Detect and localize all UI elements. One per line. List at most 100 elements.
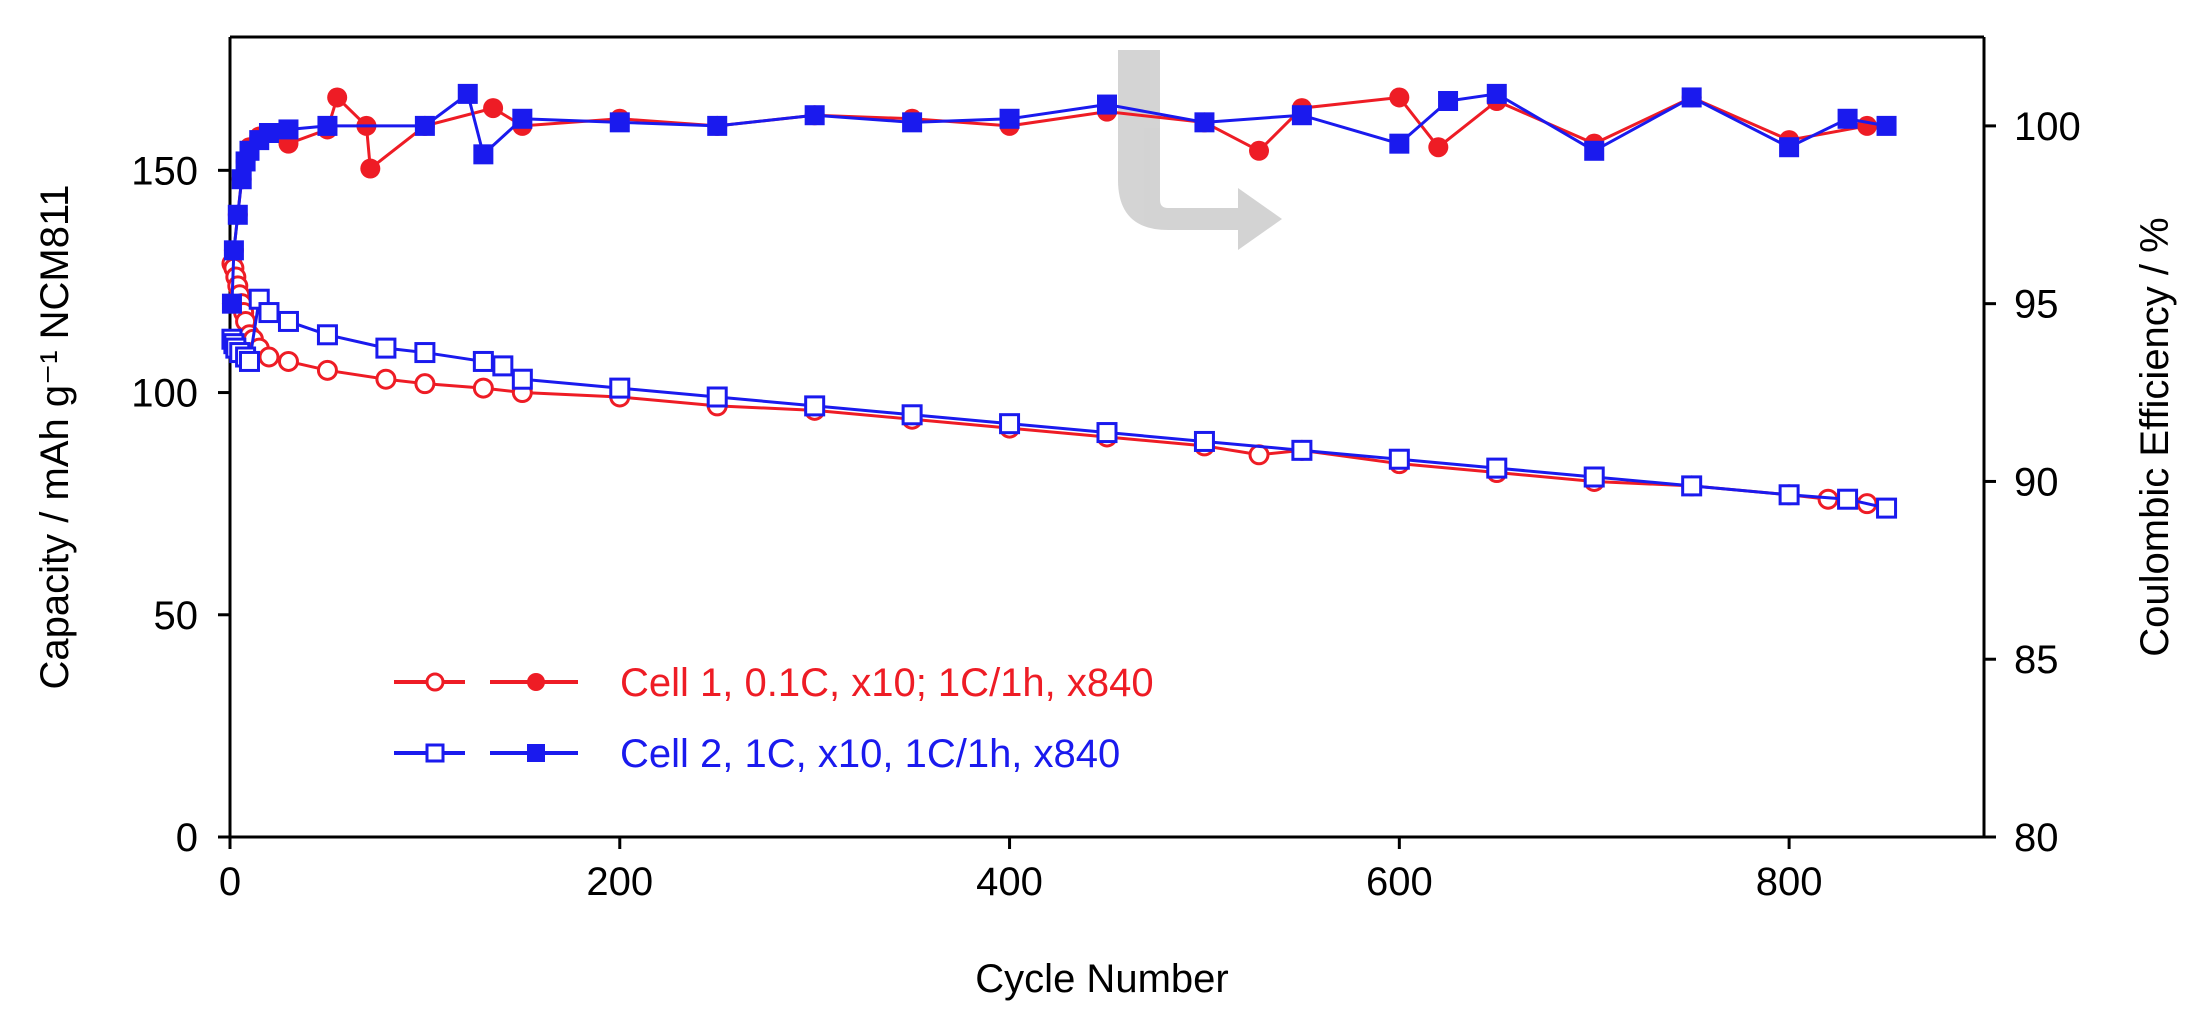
legend-label-cell-2: Cell 2, 1C, x10, 1C/1h, x840 [620, 732, 1120, 776]
legend-label-cell-1: Cell 1, 0.1C, x10; 1C/1h, x840 [620, 661, 1154, 705]
arrow-head [1238, 188, 1282, 250]
x-tick-label: 0 [219, 860, 241, 904]
capacity-point [472, 377, 494, 399]
efficiency-point [1584, 140, 1605, 161]
y-right-tick-label: 95 [2014, 283, 2059, 327]
efficiency-point [483, 98, 504, 119]
capacity-point [258, 346, 280, 368]
arrow-shaft [1118, 50, 1240, 230]
ticks-layer: 0 200 400 600 800 0 50 100 150 80 85 90 95 100 [131, 105, 2081, 904]
capacity-point [1096, 422, 1118, 444]
efficiency-point [609, 112, 630, 133]
capacity-point [1388, 448, 1410, 470]
legend-entry-cell-2: Cell 2, 1C, x10, 1C/1h, x840 [394, 732, 1120, 776]
efficiency-point [1681, 87, 1702, 108]
efficiency-point [360, 158, 381, 179]
capacity-point [1778, 484, 1800, 506]
efficiency-point [1486, 83, 1507, 104]
capacity-point [1291, 439, 1313, 461]
capacity-point [1837, 488, 1859, 510]
efficiency-point [278, 119, 299, 140]
y-right-tick-label: 85 [2014, 638, 2059, 682]
efficiency-point [512, 108, 533, 129]
legend-marker-cell-1-open [425, 672, 445, 692]
series-cell-2 [221, 83, 1898, 519]
capacity-point [706, 386, 728, 408]
efficiency-point [1291, 105, 1312, 126]
capacity-point [1681, 475, 1703, 497]
y-axis-title-left: Capacity / mAh g⁻¹ NCM811 [33, 185, 77, 690]
efficiency-point [1837, 108, 1858, 129]
y-right-tick-label: 90 [2014, 460, 2059, 504]
efficiency-point [999, 108, 1020, 129]
efficiency-axis-arrow [1118, 50, 1282, 250]
capacity-point [238, 350, 260, 372]
capacity-point [609, 377, 631, 399]
efficiency-point [1428, 137, 1449, 158]
y-left-tick-label: 0 [176, 816, 198, 860]
x-tick-label: 600 [1366, 860, 1433, 904]
efficiency-point [414, 115, 435, 136]
capacity-line-cell-2 [230, 295, 1887, 510]
efficiency-point [707, 115, 728, 136]
plot-frame [228, 35, 1986, 839]
capacity-point [375, 337, 397, 359]
y-left-tick-label: 100 [131, 372, 198, 416]
efficiency-point [227, 204, 248, 225]
efficiency-point [473, 144, 494, 165]
capacity-point [511, 368, 533, 390]
efficiency-point [902, 112, 923, 133]
y-right-tick-label: 80 [2014, 816, 2059, 860]
legend-marker-cell-1-filled [527, 673, 545, 691]
efficiency-line-cell-2 [230, 91, 1887, 304]
efficiency-point [1389, 133, 1410, 154]
y-axis-title-right: Coulombic Efficiency / % [2133, 217, 2177, 656]
efficiency-point [223, 240, 244, 261]
efficiency-point [1249, 140, 1270, 161]
capacity-point [901, 404, 923, 426]
efficiency-point [1876, 115, 1897, 136]
efficiency-point [1438, 91, 1459, 111]
capacity-point [1876, 497, 1898, 519]
x-axis-title: Cycle Number [975, 957, 1228, 1001]
capacity-point [375, 368, 397, 390]
capacity-point [472, 350, 494, 372]
efficiency-point [231, 169, 252, 190]
x-tick-label: 800 [1756, 860, 1823, 904]
efficiency-point [457, 83, 478, 104]
capacity-point [414, 373, 436, 395]
capacity-point [277, 310, 299, 332]
capacity-point [316, 324, 338, 346]
x-tick-label: 200 [586, 860, 653, 904]
efficiency-point [1389, 87, 1410, 108]
y-right-tick-label: 100 [2014, 105, 2081, 149]
legend-entry-cell-1: Cell 1, 0.1C, x10; 1C/1h, x840 [394, 661, 1154, 705]
capacity-point [258, 302, 280, 324]
capacity-point [804, 395, 826, 417]
y-left-tick-label: 150 [131, 149, 198, 193]
capacity-point [414, 342, 436, 364]
efficiency-point [1194, 112, 1215, 133]
efficiency-point [1097, 94, 1117, 115]
efficiency-point [1779, 137, 1800, 158]
capacity-point [999, 413, 1021, 435]
capacity-point [277, 350, 299, 372]
efficiency-point [258, 123, 279, 143]
series-cell-1 [221, 87, 1878, 515]
capacity-point [1486, 457, 1508, 479]
efficiency-point [1857, 115, 1878, 136]
capacity-point [316, 359, 338, 381]
x-tick-label: 400 [976, 860, 1043, 904]
legend-marker-cell-2-filled [527, 744, 545, 762]
y-left-tick-label: 50 [154, 594, 199, 638]
capacity-point [492, 355, 514, 377]
efficiency-point [221, 293, 242, 314]
capacity-point [1193, 430, 1215, 452]
legend: Cell 1, 0.1C, x10; 1C/1h, x840 Cell 2, 1… [394, 661, 1154, 776]
efficiency-point [804, 105, 825, 126]
data-points-layer [221, 83, 1898, 519]
capacity-point [1583, 466, 1605, 488]
efficiency-point [327, 87, 348, 108]
efficiency-point [317, 115, 338, 136]
